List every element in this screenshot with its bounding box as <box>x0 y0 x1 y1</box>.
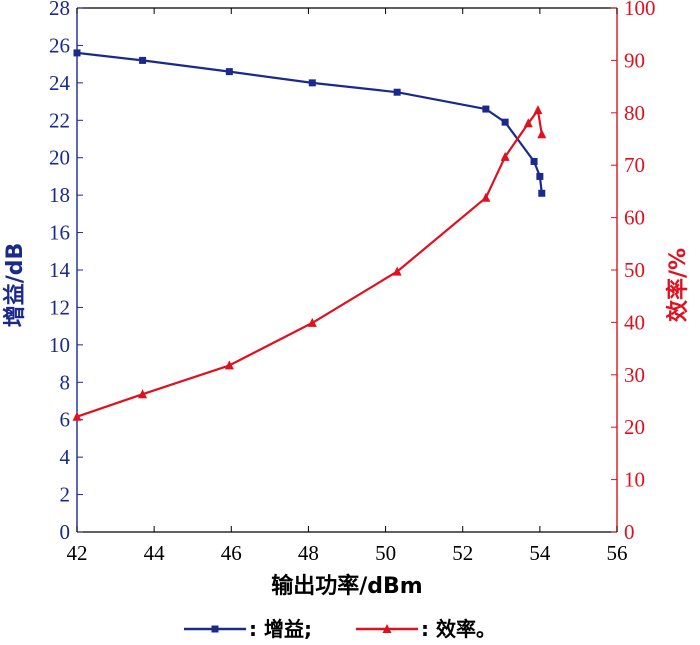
y-left-tick-label: 8 <box>60 370 71 394</box>
data-point-1 <box>530 157 538 165</box>
y-right-tick-label: 60 <box>624 206 645 230</box>
x-tick-label: 56 <box>607 541 628 565</box>
data-point-2 <box>523 118 533 128</box>
y-right-tick-label: 30 <box>624 363 645 387</box>
data-point-1 <box>73 49 81 57</box>
data-point-1 <box>538 189 546 197</box>
y-left-tick-label: 4 <box>60 445 71 469</box>
y-left-tick-label: 10 <box>49 333 70 357</box>
x-tick-label: 50 <box>375 541 396 565</box>
y-left-tick-label: 20 <box>49 146 70 170</box>
series-line-1 <box>76 51 543 194</box>
legend-label-efficiency: : 效率。 <box>421 617 496 641</box>
y-right-tick-label: 70 <box>624 153 645 177</box>
legend-label-gain: : 增益; <box>249 617 312 641</box>
y-left-tick-label: 16 <box>49 221 70 245</box>
y-right-tick-label: 40 <box>624 310 645 334</box>
data-point-1 <box>482 105 490 113</box>
x-tick-label: 44 <box>144 541 166 565</box>
x-tick-label: 54 <box>529 541 551 565</box>
data-point-2 <box>537 129 547 139</box>
y-left-tick-label: 6 <box>60 408 71 432</box>
x-tick-label: 48 <box>298 541 319 565</box>
data-point-2 <box>392 266 402 276</box>
y-right-tick-label: 0 <box>624 520 635 544</box>
y-right-tick-label: 20 <box>624 415 645 439</box>
y-left-tick-label: 18 <box>49 183 70 207</box>
legend-marker-gain <box>211 625 219 633</box>
data-point-2 <box>138 389 148 399</box>
data-point-2 <box>533 105 543 115</box>
x-axis: 42 44 46 48 50 52 54 56 <box>67 8 628 565</box>
data-point-1 <box>225 68 233 76</box>
y-left-tick-label: 2 <box>60 483 71 507</box>
x-tick-label: 42 <box>67 541 88 565</box>
data-point-1 <box>536 172 544 180</box>
x-tick-label: 52 <box>452 541 473 565</box>
y-left-tick-label: 0 <box>60 520 71 544</box>
y-right-tick-label: 100 <box>624 0 656 20</box>
y-right-tick-label: 50 <box>624 258 645 282</box>
data-point-2 <box>500 151 510 161</box>
y-left-tick-label: 14 <box>49 258 71 282</box>
data-point-2 <box>481 192 491 202</box>
data-point-1 <box>393 88 401 96</box>
series-line-2 <box>76 109 543 418</box>
y-left-tick-label: 12 <box>49 295 70 319</box>
data-point-2 <box>224 360 234 370</box>
y-left-tick-label: 28 <box>49 0 70 20</box>
y-left-tick-label: 22 <box>49 108 70 132</box>
y-right-tick-label: 90 <box>624 48 645 72</box>
right-axis: 0 10 20 30 40 50 60 70 80 90 100 <box>611 0 656 544</box>
x-tick-label: 46 <box>221 541 242 565</box>
data-point-1 <box>501 118 509 126</box>
legend-marker-efficiency <box>382 624 392 633</box>
data-point-2 <box>307 317 317 327</box>
data-point-1 <box>139 56 147 64</box>
data-point-1 <box>308 79 316 87</box>
data-point-2 <box>72 411 82 421</box>
y-right-axis-title: 效率/% <box>665 248 691 322</box>
y-left-axis-title: 增益/dB <box>2 243 28 328</box>
y-right-tick-label: 80 <box>624 101 645 125</box>
y-left-tick-label: 26 <box>49 33 70 57</box>
y-right-tick-label: 10 <box>624 468 645 492</box>
legend: : 增益; : 效率。 <box>184 617 496 641</box>
series-layer <box>72 49 547 421</box>
y-left-tick-label: 24 <box>49 71 71 95</box>
x-axis-title: 输出功率/dBm <box>271 573 422 599</box>
